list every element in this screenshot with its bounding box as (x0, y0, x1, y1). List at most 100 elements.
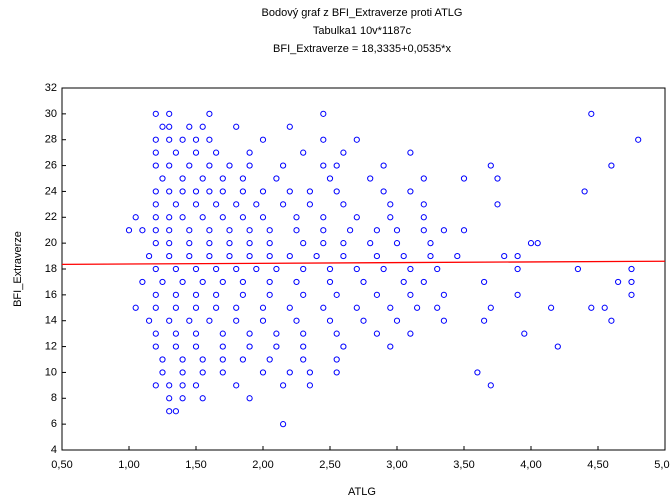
point (615, 278, 622, 286)
point (460, 175, 468, 182)
point (179, 382, 186, 389)
chart-subtitle: Tabulka1 10v*1187c (313, 25, 412, 37)
point (152, 214, 159, 221)
point (387, 343, 394, 350)
point (387, 304, 394, 311)
point (407, 291, 414, 298)
y-tick-label: 28 (45, 134, 57, 146)
point (353, 214, 360, 221)
point (192, 343, 200, 350)
point (588, 110, 595, 117)
point (179, 175, 186, 182)
point (326, 278, 334, 286)
point (213, 265, 220, 273)
point (186, 317, 193, 324)
point (192, 265, 200, 273)
point (300, 240, 307, 247)
point (380, 265, 387, 273)
point (233, 304, 240, 311)
point (206, 188, 213, 195)
point (166, 188, 173, 195)
point (172, 304, 179, 311)
point (266, 240, 273, 247)
point (393, 240, 401, 247)
point (266, 356, 273, 363)
point (246, 395, 253, 402)
point (192, 304, 200, 311)
point (527, 240, 535, 247)
point (219, 175, 226, 182)
point (166, 136, 173, 143)
point (199, 395, 206, 402)
point (601, 304, 608, 311)
point (246, 252, 253, 260)
point (373, 330, 380, 337)
point (494, 175, 501, 182)
point (534, 240, 541, 247)
point (313, 252, 320, 260)
point (132, 214, 139, 221)
point (226, 240, 233, 247)
point (320, 214, 327, 221)
point (192, 291, 200, 298)
point (266, 227, 273, 234)
point (514, 252, 521, 260)
point (440, 317, 447, 324)
point (514, 291, 521, 298)
point (253, 265, 260, 273)
point (166, 382, 173, 389)
point (481, 317, 488, 324)
point (166, 227, 173, 234)
point (320, 162, 327, 169)
point (186, 227, 193, 234)
point (273, 265, 280, 273)
point (474, 369, 481, 376)
point (373, 252, 380, 260)
point (440, 291, 447, 298)
point (286, 252, 293, 260)
point (199, 278, 206, 286)
point (574, 265, 582, 273)
point (293, 227, 300, 234)
point (420, 214, 427, 221)
point (353, 136, 360, 143)
point (286, 188, 293, 195)
point (219, 356, 226, 363)
point (300, 356, 307, 363)
point (152, 188, 159, 195)
point (501, 252, 508, 260)
point (320, 227, 327, 234)
point (206, 317, 213, 324)
point (581, 188, 588, 195)
x-tick-label: 4,00 (520, 459, 541, 471)
point (186, 123, 193, 130)
point (192, 330, 200, 337)
point (253, 201, 260, 208)
point (152, 201, 159, 208)
point (246, 149, 253, 156)
point (239, 214, 246, 221)
point (166, 395, 173, 402)
point (146, 252, 153, 260)
point (460, 227, 468, 234)
point (239, 356, 246, 363)
point (192, 149, 200, 156)
x-tick-label: 2,00 (252, 459, 273, 471)
point (266, 278, 273, 286)
point (293, 214, 300, 221)
point (192, 201, 200, 208)
point (199, 123, 206, 130)
point (166, 252, 173, 260)
y-tick-label: 24 (45, 185, 57, 197)
point (333, 356, 340, 363)
point (554, 343, 561, 350)
point (192, 136, 200, 143)
y-tick-label: 18 (45, 263, 57, 275)
point (233, 382, 240, 389)
point (259, 369, 267, 376)
point (152, 240, 159, 247)
point (273, 175, 280, 182)
point (152, 330, 159, 337)
point (608, 317, 615, 324)
point (407, 330, 414, 337)
